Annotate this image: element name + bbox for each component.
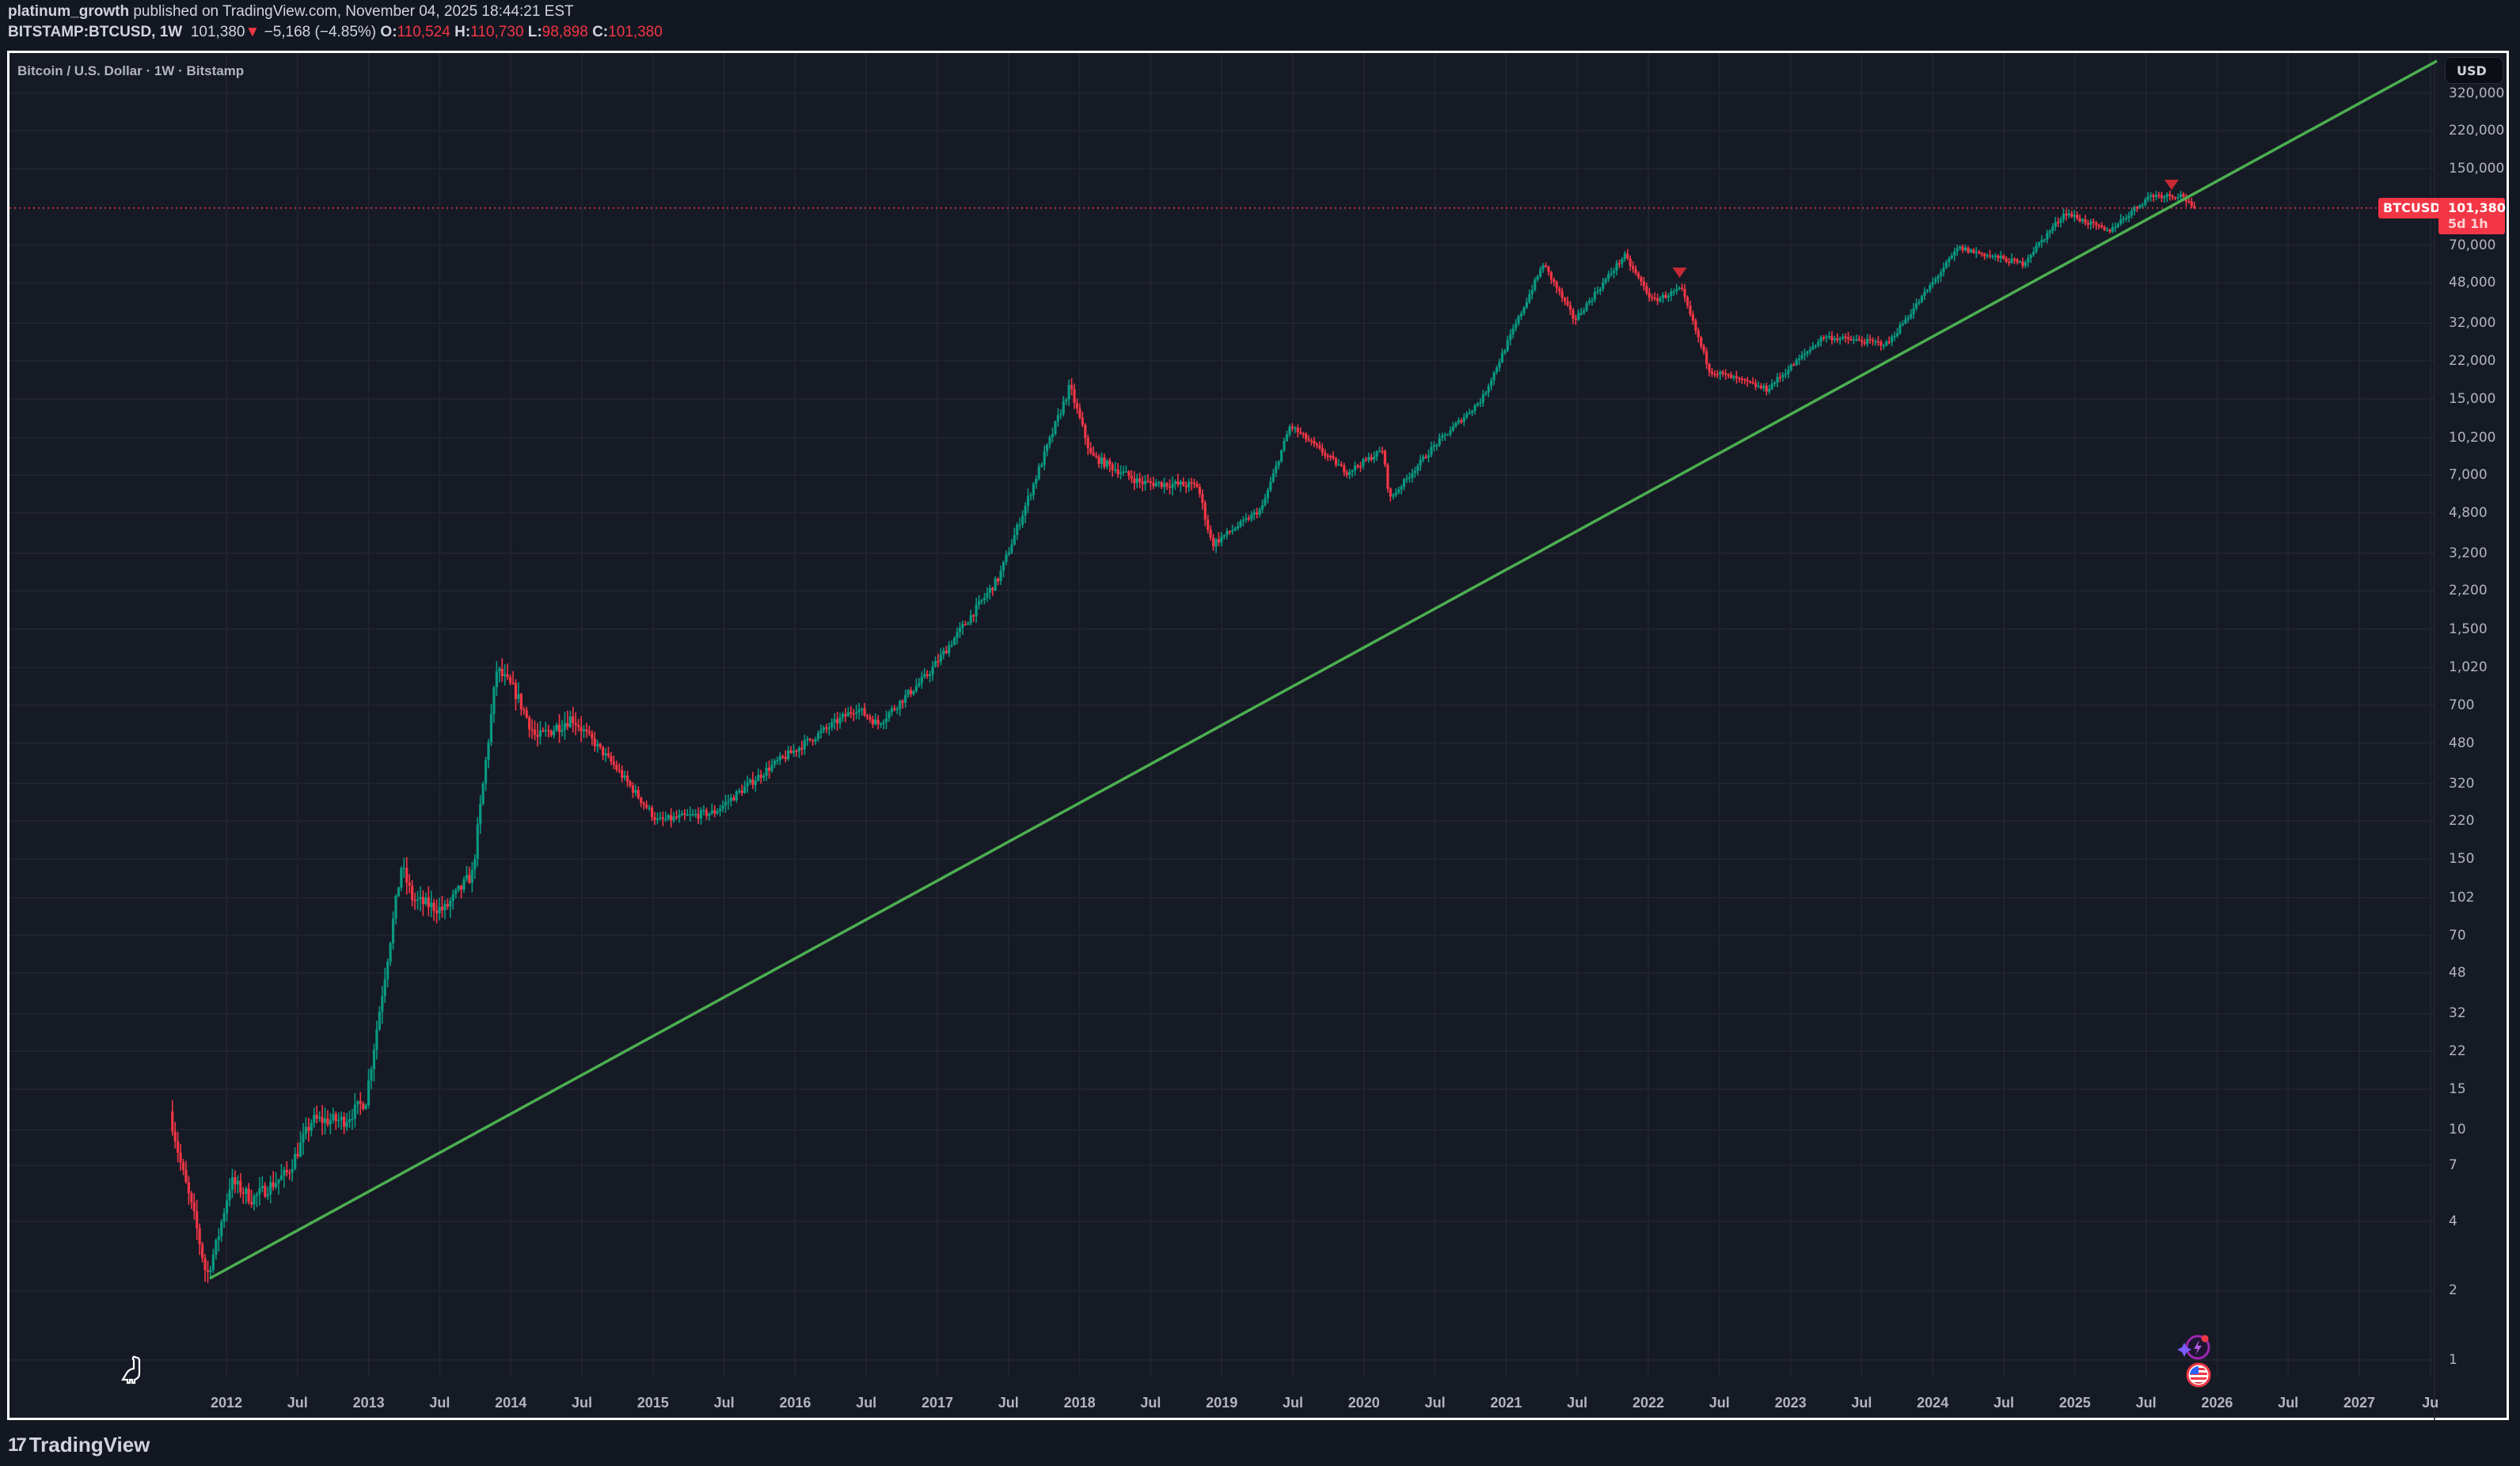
price-axis-label: 15,000 — [2449, 391, 2496, 407]
price-axis-label: 70,000 — [2449, 237, 2496, 253]
price-axis-label: 320,000 — [2449, 85, 2505, 101]
time-axis-label: 2014 — [495, 1395, 527, 1411]
author-name[interactable]: platinum_growth — [8, 3, 130, 20]
time-axis-label: Jul — [1424, 1395, 1446, 1411]
time-axis-label: 2023 — [1774, 1395, 1807, 1411]
time-axis-label: Ju — [2422, 1395, 2439, 1411]
price-axis-label: 22,000 — [2449, 352, 2496, 369]
last-price-tag: 101,380 5d 1h — [2438, 198, 2506, 234]
price-axis-label: 1,020 — [2449, 659, 2488, 676]
time-axis-label: Jul — [856, 1395, 877, 1411]
time-axis-label: 2021 — [1490, 1395, 1522, 1411]
price-axis-label: 150 — [2449, 851, 2475, 868]
price-axis-label: 32,000 — [2449, 315, 2496, 332]
price-axis-label: 4 — [2449, 1213, 2457, 1229]
price-axis-label: 1 — [2449, 1352, 2457, 1368]
published-text: published on TradingView.com, November 0… — [129, 3, 574, 20]
dinosaur-icon[interactable] — [116, 1354, 147, 1389]
low-label: L: — [527, 24, 542, 40]
time-axis-label: 2012 — [210, 1395, 243, 1411]
symbol-price-tag: BTCUSD — [2378, 198, 2446, 218]
high-label: H: — [454, 24, 471, 40]
currency-button[interactable]: USD — [2445, 57, 2503, 84]
time-axis-label: Jul — [429, 1395, 450, 1411]
time-axis-label: 2019 — [1206, 1395, 1238, 1411]
time-axis-label: Jul — [287, 1395, 308, 1411]
open-label: O: — [380, 24, 397, 40]
chart-frame[interactable] — [7, 51, 2509, 1420]
time-axis-label: 2015 — [637, 1395, 669, 1411]
price-axis-label: 220 — [2449, 813, 2475, 830]
time-axis-label: Jul — [1851, 1395, 1872, 1411]
close-label: C: — [592, 24, 609, 40]
price-axis-label: 2,200 — [2449, 583, 2488, 599]
price-axis-label: 480 — [2449, 735, 2475, 751]
close-value: 101,380 — [608, 24, 663, 40]
time-axis-label: 2013 — [352, 1395, 385, 1411]
price-axis-label: 3,200 — [2449, 545, 2488, 562]
time-axis-label: Jul — [571, 1395, 593, 1411]
price-axis-label: 10,200 — [2449, 429, 2496, 446]
time-axis-label: 2024 — [1917, 1395, 1949, 1411]
time-axis-label: Jul — [1567, 1395, 1588, 1411]
symbol-label: BITSTAMP:BTCUSD, 1W — [8, 24, 183, 40]
price-axis-label: 700 — [2449, 697, 2475, 713]
price-axis-label: 48,000 — [2449, 275, 2496, 291]
price-axis-label: 15 — [2449, 1081, 2466, 1098]
tradingview-mark-icon: 17 — [8, 1434, 27, 1456]
time-axis-label: 2017 — [921, 1395, 954, 1411]
price-axis-label: 70 — [2449, 927, 2466, 944]
high-value: 110,730 — [470, 24, 524, 40]
ohlc-bar: BITSTAMP:BTCUSD, 1W 101,380▼ −5,168 (−4.… — [8, 24, 663, 41]
price-axis-label: 150,000 — [2449, 161, 2505, 177]
time-axis-label: Jul — [2135, 1395, 2157, 1411]
price-axis-label: 7 — [2449, 1157, 2457, 1174]
bar-countdown: 5d 1h — [2448, 216, 2488, 231]
earnings-lightning-icon[interactable] — [2177, 1331, 2214, 1366]
time-axis-label: Jul — [1709, 1395, 1730, 1411]
time-axis-label: 2016 — [779, 1395, 811, 1411]
last-price: 101,380 — [190, 24, 245, 40]
time-axis-label: 2022 — [1632, 1395, 1665, 1411]
price-axis-label: 22 — [2449, 1043, 2466, 1059]
time-axis-label: Jul — [998, 1395, 1019, 1411]
publish-info: platinum_growth published on TradingView… — [8, 3, 574, 21]
price-axis-label: 48 — [2449, 965, 2466, 982]
time-axis-label: Jul — [1140, 1395, 1161, 1411]
time-axis-label: Jul — [713, 1395, 735, 1411]
price-axis-label: 32 — [2449, 1005, 2466, 1022]
price-axis-label: 320 — [2449, 775, 2475, 792]
time-axis-label: Jul — [1282, 1395, 1304, 1411]
time-axis-label: Jul — [2278, 1395, 2299, 1411]
tradingview-logo[interactable]: 17 TradingView — [8, 1433, 150, 1457]
time-axis-label: Jul — [1993, 1395, 2015, 1411]
time-axis-label: 2018 — [1063, 1395, 1096, 1411]
us-flag-event-icon[interactable] — [2185, 1362, 2212, 1392]
tradingview-brand: TradingView — [29, 1433, 150, 1457]
down-arrow-icon: ▼ — [245, 24, 260, 40]
time-axis-label: 2025 — [2058, 1395, 2091, 1411]
price-axis-label: 7,000 — [2449, 467, 2488, 484]
price-axis-label: 2 — [2449, 1282, 2457, 1299]
price-axis-label: 4,800 — [2449, 504, 2488, 521]
price-axis-label: 10 — [2449, 1122, 2466, 1138]
price-axis-label: 102 — [2449, 890, 2475, 906]
price-axis-label: 1,500 — [2449, 621, 2488, 637]
open-value: 110,524 — [397, 24, 450, 40]
time-axis-label: 2026 — [2201, 1395, 2233, 1411]
low-value: 98,898 — [542, 24, 588, 40]
time-axis-label: 2027 — [2343, 1395, 2376, 1411]
price-change: −5,168 (−4.85%) — [264, 24, 377, 40]
last-price-value: 101,380 — [2448, 200, 2506, 215]
price-axis-label: 220,000 — [2449, 122, 2505, 139]
time-axis-label: 2020 — [1347, 1395, 1380, 1411]
chart-legend-title: Bitcoin / U.S. Dollar · 1W · Bitstamp — [17, 63, 245, 78]
